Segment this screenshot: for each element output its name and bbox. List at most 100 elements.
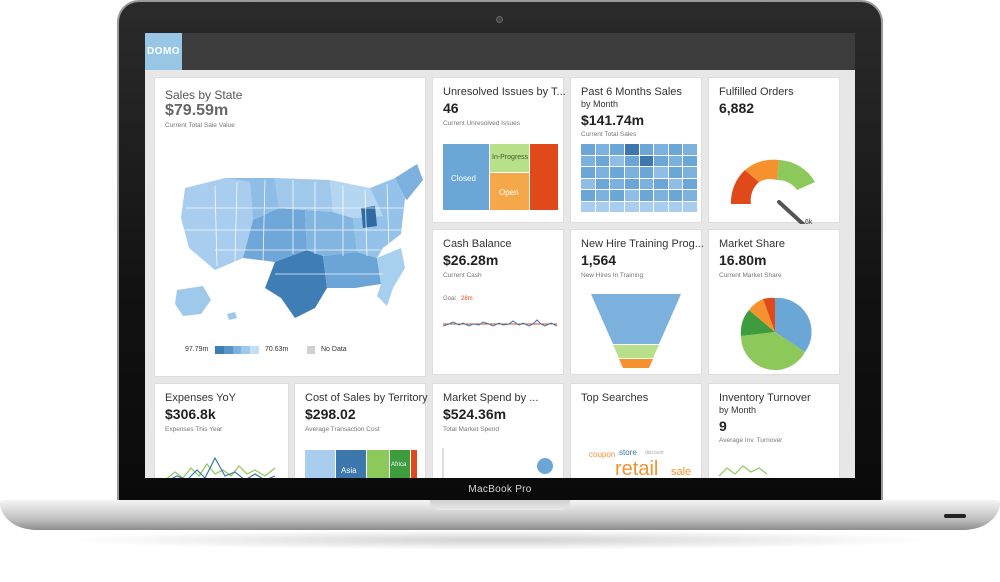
card-value: 6,882 bbox=[719, 100, 755, 116]
treemap-africa[interactable] bbox=[390, 450, 410, 478]
map-region-north-central bbox=[275, 178, 333, 212]
card-subtitle: by Month bbox=[581, 99, 619, 109]
funnel-chart[interactable] bbox=[571, 284, 703, 374]
map-region-mountain bbox=[243, 208, 307, 262]
card-title: Past 6 Months Sales bbox=[581, 86, 682, 98]
word-store[interactable]: store bbox=[619, 448, 637, 457]
card-sales-by-state[interactable]: Sales by State $79.59m Current Total Sal… bbox=[154, 77, 426, 377]
treemap-open[interactable] bbox=[490, 173, 529, 210]
treemap-label-africa: Africa bbox=[391, 462, 407, 468]
card-title: Sales by State bbox=[165, 88, 243, 102]
treemap-closed[interactable] bbox=[443, 144, 489, 210]
bubble-chart[interactable] bbox=[433, 444, 565, 478]
heatmap-grid[interactable] bbox=[581, 144, 697, 212]
card-new-hire-training[interactable]: New Hire Training Prog... 1,564 New Hire… bbox=[570, 229, 704, 375]
treemap-in-progress[interactable] bbox=[490, 144, 529, 172]
card-market-share[interactable]: Market Share 16.80m Current Market Share bbox=[708, 229, 840, 375]
treemap-label-open: Open bbox=[499, 188, 519, 197]
goal-label: Goal bbox=[443, 296, 456, 302]
card-market-spend[interactable]: Market Spend by ... $524.36m Total Marke… bbox=[432, 383, 564, 478]
card-title: Inventory Turnover bbox=[719, 392, 811, 404]
card-past-6-months-sales[interactable]: Past 6 Months Sales by Month $141.74m Cu… bbox=[570, 77, 702, 223]
treemap-asia[interactable] bbox=[336, 450, 366, 478]
card-value: 1,564 bbox=[581, 252, 617, 268]
legend-nodata-swatch bbox=[307, 346, 315, 354]
sleep-indicator-icon bbox=[944, 514, 966, 518]
goal-value: 28m bbox=[461, 296, 473, 302]
card-inventory-turnover[interactable]: Inventory Turnover by Month 9 Average In… bbox=[708, 383, 840, 478]
legend-swatches bbox=[215, 346, 259, 354]
card-cash-balance[interactable]: Cash Balance $26.28m Current Cash Goal 2… bbox=[432, 229, 564, 375]
us-map[interactable] bbox=[155, 138, 427, 368]
pie-chart[interactable] bbox=[709, 284, 841, 374]
map-region-texas bbox=[265, 250, 327, 318]
word-retail[interactable]: retail bbox=[615, 458, 659, 478]
gauge-chart[interactable]: 6k bbox=[709, 124, 841, 224]
map-region-ohio bbox=[361, 206, 377, 228]
camera-icon bbox=[496, 16, 503, 23]
legend-nodata: No Data bbox=[321, 346, 347, 353]
treemap-label-closed: Closed bbox=[451, 174, 476, 183]
card-caption: Expenses This Year bbox=[165, 426, 223, 433]
gauge-label: 6k bbox=[805, 219, 813, 224]
map-region-south bbox=[323, 252, 381, 288]
card-fulfilled-orders[interactable]: Fulfilled Orders 6,882 6k bbox=[708, 77, 841, 224]
card-caption: Current Cash bbox=[443, 272, 482, 279]
card-title: Market Share bbox=[719, 238, 786, 250]
card-caption: Total Market Spend bbox=[443, 426, 500, 433]
card-value: $524.36m bbox=[443, 406, 507, 422]
card-value: $79.59m bbox=[165, 102, 229, 119]
card-caption: Current Total Sale Value bbox=[165, 122, 235, 129]
treemap-label-asia: Asia bbox=[341, 466, 357, 475]
treemap-region-1[interactable] bbox=[305, 450, 335, 478]
card-top-searches[interactable]: Top Searches coupon store discount retai… bbox=[570, 383, 702, 478]
laptop-notch bbox=[430, 500, 570, 510]
treemap-other[interactable] bbox=[530, 144, 558, 210]
dashboard-screen: DOMO Sales by State $79.59m Current Tota… bbox=[145, 33, 855, 478]
card-value: $306.8k bbox=[165, 406, 216, 422]
map-region-central bbox=[305, 210, 357, 256]
card-caption: Average Inv. Turnover bbox=[719, 437, 783, 444]
card-title: Cash Balance bbox=[443, 238, 512, 250]
top-bar: DOMO bbox=[145, 33, 855, 70]
expenses-line-chart[interactable] bbox=[155, 446, 290, 478]
treemap-label-in-progress: In-Progress bbox=[492, 154, 529, 161]
map-region-hawaii bbox=[227, 312, 237, 320]
word-discount[interactable]: discount bbox=[645, 450, 664, 456]
card-title: Fulfilled Orders bbox=[719, 86, 794, 98]
card-unresolved-issues[interactable]: Unresolved Issues by T... 46 Current Unr… bbox=[432, 77, 566, 223]
legend-max: 97.79m bbox=[185, 346, 209, 353]
word-sale[interactable]: sale bbox=[671, 466, 692, 478]
map-region-northwest bbox=[225, 178, 279, 220]
treemap-region-5[interactable] bbox=[411, 450, 417, 478]
card-caption: Current Total Sales bbox=[581, 131, 637, 138]
card-caption: Current Unresolved Issues bbox=[443, 120, 520, 127]
map-region-southeast bbox=[377, 248, 405, 306]
card-title: New Hire Training Prog... bbox=[581, 238, 704, 250]
card-caption: Average Transaction Cost bbox=[305, 426, 380, 433]
card-title: Cost of Sales by Territory bbox=[305, 392, 428, 404]
card-value: $141.74m bbox=[581, 112, 645, 128]
card-subtitle: by Month bbox=[719, 405, 757, 415]
card-cost-of-sales[interactable]: Cost of Sales by Territory $298.02 Avera… bbox=[294, 383, 428, 478]
card-title: Expenses YoY bbox=[165, 392, 236, 404]
card-value: 16.80m bbox=[719, 252, 767, 268]
legend-min: 70.63m bbox=[265, 346, 289, 353]
card-value: 9 bbox=[719, 418, 727, 434]
card-value: $26.28m bbox=[443, 252, 499, 268]
card-expenses-yoy[interactable]: Expenses YoY $306.8k Expenses This Year bbox=[154, 383, 289, 478]
domo-logo[interactable]: DOMO bbox=[145, 33, 182, 70]
map-region-alaska bbox=[175, 286, 211, 316]
treemap-region-3[interactable] bbox=[367, 450, 389, 478]
card-value: $298.02 bbox=[305, 406, 356, 422]
map-region-northeast bbox=[395, 164, 423, 200]
inventory-line-chart[interactable] bbox=[709, 448, 841, 478]
cash-line-chart[interactable] bbox=[433, 304, 565, 344]
card-value: 46 bbox=[443, 100, 459, 116]
card-title: Top Searches bbox=[581, 392, 649, 404]
map-region-east bbox=[353, 178, 405, 258]
laptop-shadow bbox=[60, 530, 940, 550]
word-coupon[interactable]: coupon bbox=[589, 450, 616, 459]
card-caption: Current Market Share bbox=[719, 272, 782, 279]
card-caption: New Hires In Training bbox=[581, 272, 644, 279]
